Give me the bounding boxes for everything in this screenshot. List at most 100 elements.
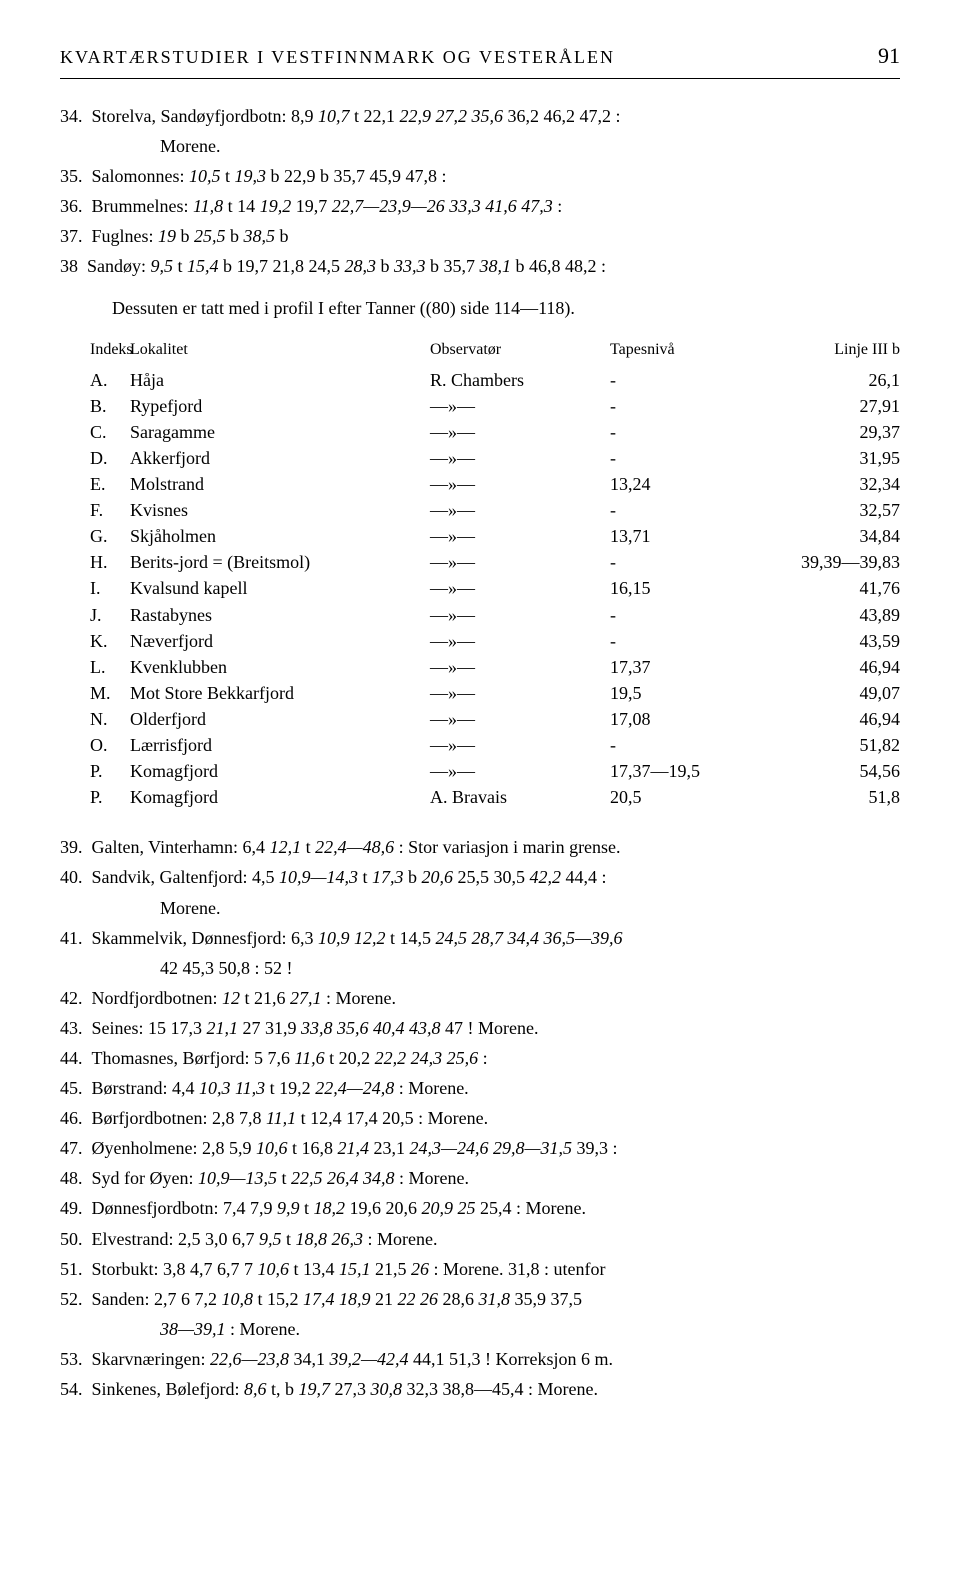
entry-line: 42. Nordfjordbotnen: 12 t 21,6 27,1 : Mo…: [60, 985, 900, 1011]
cell-idx: P.: [90, 784, 130, 810]
cell-loc: Kvenklubben: [130, 654, 430, 680]
cell-idx: P.: [90, 758, 130, 784]
cell-idx: L.: [90, 654, 130, 680]
table-row: P.Komagfjord—»—17,37—19,554,56: [60, 758, 900, 784]
cell-obs: —»—: [430, 575, 610, 601]
cell-obs: —»—: [430, 680, 610, 706]
entry-line: 47. Øyenholmene: 2,8 5,9 10,6 t 16,8 21,…: [60, 1135, 900, 1161]
cell-loc: Komagfjord: [130, 784, 430, 810]
cell-linje: 34,84: [760, 523, 900, 549]
cell-idx: H.: [90, 549, 130, 575]
cell-loc: Skjåholmen: [130, 523, 430, 549]
entry-line: 54. Sinkenes, Bølefjord: 8,6 t, b 19,7 2…: [60, 1376, 900, 1402]
cell-linje: 26,1: [760, 367, 900, 393]
table-header-row: Indeks Lokalitet Observatør Tapesnivå Li…: [60, 338, 900, 361]
cell-loc: Næverfjord: [130, 628, 430, 654]
cell-obs: —»—: [430, 628, 610, 654]
table-row: I.Kvalsund kapell—»—16,1541,76: [60, 575, 900, 601]
cell-linje: 46,94: [760, 654, 900, 680]
cell-obs: —»—: [430, 549, 610, 575]
cell-tapes: -: [610, 732, 760, 758]
cell-idx: E.: [90, 471, 130, 497]
cell-loc: Lærrisfjord: [130, 732, 430, 758]
cell-linje: 32,57: [760, 497, 900, 523]
entries-top-list: 34. Storelva, Sandøyfjordbotn: 8,9 10,7 …: [60, 103, 900, 280]
cell-loc: Berits-jord = (Breitsmol): [130, 549, 430, 575]
cell-idx: J.: [90, 602, 130, 628]
cell-tapes: -: [610, 628, 760, 654]
table-row: O.Lærrisfjord—»—-51,82: [60, 732, 900, 758]
table-row: L.Kvenklubben—»—17,3746,94: [60, 654, 900, 680]
cell-loc: Molstrand: [130, 471, 430, 497]
entry-line: 37. Fuglnes: 19 b 25,5 b 38,5 b: [60, 223, 900, 249]
cell-loc: Rastabynes: [130, 602, 430, 628]
table-row: N.Olderfjord—»—17,0846,94: [60, 706, 900, 732]
table-row: E.Molstrand—»—13,2432,34: [60, 471, 900, 497]
cell-idx: B.: [90, 393, 130, 419]
cell-obs: R. Chambers: [430, 367, 610, 393]
entry-line: 34. Storelva, Sandøyfjordbotn: 8,9 10,7 …: [60, 103, 900, 129]
entries-bottom-list: 39. Galten, Vinterhamn: 6,4 12,1 t 22,4—…: [60, 834, 900, 1402]
entry-line: 53. Skarvnæringen: 22,6—23,8 34,1 39,2—4…: [60, 1346, 900, 1372]
cell-obs: —»—: [430, 445, 610, 471]
table-row: P.KomagfjordA. Bravais20,551,8: [60, 784, 900, 810]
table-row: H.Berits-jord = (Breitsmol)—»—-39,39—39,…: [60, 549, 900, 575]
entry-line: 46. Børfjordbotnen: 2,8 7,8 11,1 t 12,4 …: [60, 1105, 900, 1131]
cell-tapes: -: [610, 367, 760, 393]
table-row: B.Rypefjord—»—-27,91: [60, 393, 900, 419]
cell-obs: —»—: [430, 654, 610, 680]
cell-obs: A. Bravais: [430, 784, 610, 810]
cell-idx: M.: [90, 680, 130, 706]
cell-obs: —»—: [430, 471, 610, 497]
header-page-number: 91: [878, 40, 900, 72]
header-indeks: Indeks: [90, 338, 130, 361]
cell-idx: O.: [90, 732, 130, 758]
table-row: G.Skjåholmen—»—13,7134,84: [60, 523, 900, 549]
cell-tapes: -: [610, 549, 760, 575]
cell-loc: Rypefjord: [130, 393, 430, 419]
cell-loc: Kvisnes: [130, 497, 430, 523]
entry-line: 51. Storbukt: 3,8 4,7 6,7 7 10,6 t 13,4 …: [60, 1256, 900, 1282]
intro-paragraph: Dessuten er tatt med i profil I efter Ta…: [60, 295, 900, 321]
entry-line: 43. Seines: 15 17,3 21,1 27 31,9 33,8 35…: [60, 1015, 900, 1041]
cell-idx: F.: [90, 497, 130, 523]
cell-linje: 31,95: [760, 445, 900, 471]
cell-tapes: -: [610, 419, 760, 445]
cell-tapes: -: [610, 497, 760, 523]
cell-tapes: 19,5: [610, 680, 760, 706]
cell-obs: —»—: [430, 419, 610, 445]
entry-line: 52. Sanden: 2,7 6 7,2 10,8 t 15,2 17,4 1…: [60, 1286, 900, 1312]
cell-linje: 41,76: [760, 575, 900, 601]
header-title: KVARTÆRSTUDIER I VESTFINNMARK OG VESTERÅ…: [60, 44, 615, 70]
cell-linje: 27,91: [760, 393, 900, 419]
cell-tapes: 16,15: [610, 575, 760, 601]
table-body: A.HåjaR. Chambers-26,1B.Rypefjord—»—-27,…: [60, 367, 900, 811]
header-linje: Linje III b: [760, 338, 900, 361]
cell-obs: —»—: [430, 497, 610, 523]
cell-loc: Mot Store Bekkarfjord: [130, 680, 430, 706]
page-header: KVARTÆRSTUDIER I VESTFINNMARK OG VESTERÅ…: [60, 40, 900, 79]
cell-linje: 46,94: [760, 706, 900, 732]
table-row: D.Akkerfjord—»—-31,95: [60, 445, 900, 471]
cell-linje: 49,07: [760, 680, 900, 706]
entry-line: 50. Elvestrand: 2,5 3,0 6,7 9,5 t 18,8 2…: [60, 1226, 900, 1252]
cell-idx: C.: [90, 419, 130, 445]
cell-linje: 54,56: [760, 758, 900, 784]
cell-idx: K.: [90, 628, 130, 654]
locality-table: Indeks Lokalitet Observatør Tapesnivå Li…: [60, 338, 900, 811]
table-row: K.Næverfjord—»—-43,59: [60, 628, 900, 654]
cell-loc: Håja: [130, 367, 430, 393]
table-row: F.Kvisnes—»—-32,57: [60, 497, 900, 523]
entry-sub-line: Morene.: [60, 895, 900, 921]
cell-tapes: 13,24: [610, 471, 760, 497]
cell-obs: —»—: [430, 758, 610, 784]
cell-obs: —»—: [430, 706, 610, 732]
entry-line: 49. Dønnesfjordbotn: 7,4 7,9 9,9 t 18,2 …: [60, 1195, 900, 1221]
entry-sub-line: 38—39,1 : Morene.: [60, 1316, 900, 1342]
entry-line: 45. Børstrand: 4,4 10,3 11,3 t 19,2 22,4…: [60, 1075, 900, 1101]
cell-tapes: 17,37: [610, 654, 760, 680]
entry-line: 41. Skammelvik, Dønnesfjord: 6,3 10,9 12…: [60, 925, 900, 951]
cell-idx: I.: [90, 575, 130, 601]
cell-obs: —»—: [430, 393, 610, 419]
cell-tapes: 13,71: [610, 523, 760, 549]
